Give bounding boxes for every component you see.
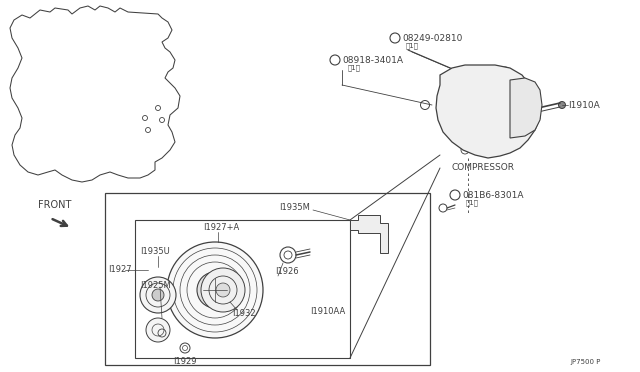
Circle shape (146, 318, 170, 342)
Text: I1932: I1932 (232, 308, 255, 317)
Text: I1935U: I1935U (140, 247, 170, 257)
Circle shape (209, 284, 221, 296)
Circle shape (447, 90, 503, 146)
Text: JP7500 P: JP7500 P (570, 359, 600, 365)
Circle shape (201, 268, 245, 312)
Text: （1）: （1） (466, 200, 479, 206)
Text: I1925M: I1925M (140, 280, 171, 289)
Circle shape (152, 289, 164, 301)
Text: I1929: I1929 (173, 357, 196, 366)
Bar (135, 220, 350, 358)
Text: I1935M: I1935M (279, 202, 310, 212)
Circle shape (469, 112, 481, 124)
Text: FRONT: FRONT (38, 200, 72, 210)
Text: I1910A: I1910A (568, 100, 600, 109)
Polygon shape (510, 78, 542, 138)
Text: 08249-02810: 08249-02810 (402, 33, 462, 42)
Text: I1927+A: I1927+A (203, 222, 239, 231)
Text: （1）: （1） (348, 65, 361, 71)
Bar (105, 193, 430, 365)
Circle shape (197, 272, 233, 308)
Circle shape (167, 242, 263, 338)
Text: I1910AA: I1910AA (310, 308, 345, 317)
Polygon shape (350, 215, 388, 253)
Text: （1）: （1） (406, 43, 419, 49)
Circle shape (140, 277, 176, 313)
Polygon shape (436, 65, 540, 158)
Text: I1926: I1926 (275, 267, 299, 276)
Circle shape (559, 102, 566, 109)
Text: I1927: I1927 (108, 266, 132, 275)
Circle shape (216, 283, 230, 297)
Text: 081B6-8301A: 081B6-8301A (462, 190, 524, 199)
Text: 08918-3401A: 08918-3401A (342, 55, 403, 64)
Text: COMPRESSOR: COMPRESSOR (452, 163, 515, 171)
